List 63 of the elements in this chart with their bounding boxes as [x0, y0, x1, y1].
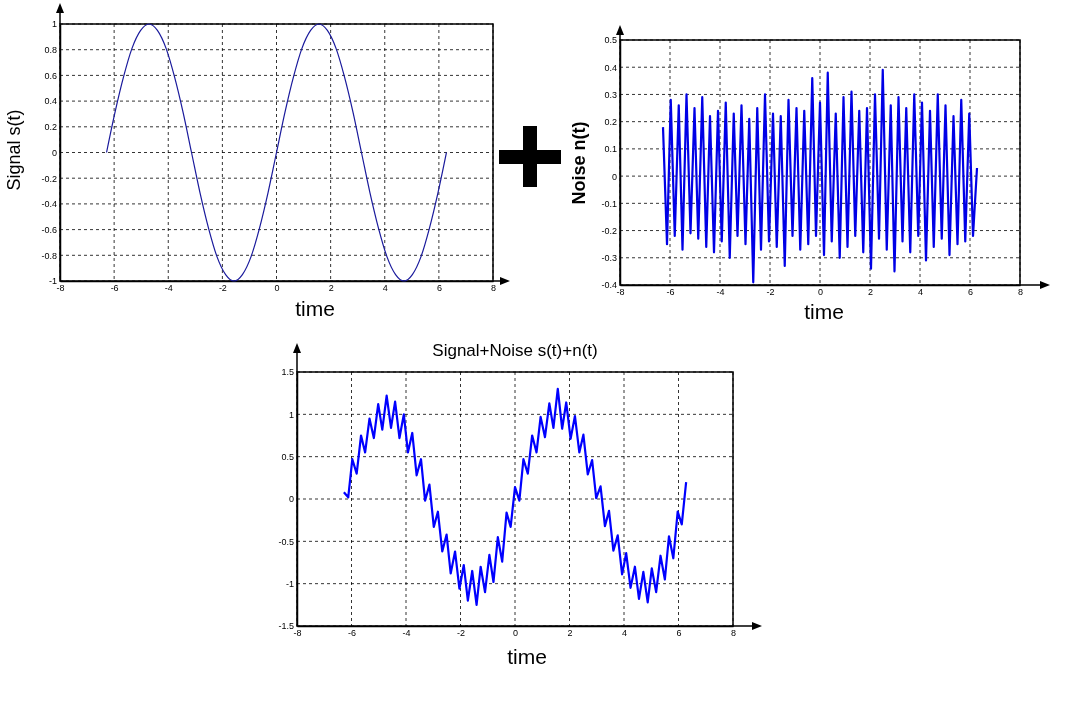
y-tick-label: -0.1 [601, 198, 617, 209]
y-tick-label: -0.8 [41, 250, 57, 261]
y-tick-label: 0.1 [604, 144, 617, 155]
y-tick-label: 1.5 [281, 367, 294, 378]
y-tick-label: -1 [285, 579, 294, 590]
x-tick-label: -4 [402, 628, 411, 639]
y-tick-label: 0.6 [44, 70, 57, 81]
y-tick-label: -0.3 [601, 253, 617, 264]
y-tick-label: -0.5 [278, 536, 294, 547]
x-tick-label: -8 [616, 287, 625, 298]
x-tick-label: 4 [917, 287, 924, 298]
x-tick-label: 2 [328, 283, 334, 294]
y-tick-label: 0.3 [604, 89, 617, 100]
y-tick-label: 0 [288, 494, 294, 505]
x-axis-title: time [804, 300, 844, 323]
y-tick-label: 0.5 [604, 35, 617, 46]
y-tick-label: 1 [51, 19, 57, 30]
y-tick-label: -1 [48, 276, 57, 287]
x-tick-label: -6 [666, 287, 675, 298]
x-tick-label: -8 [293, 628, 302, 639]
y-tick-label: 0.5 [281, 452, 294, 463]
y-tick-label: -0.2 [41, 173, 57, 184]
y-tick-label: -0.4 [601, 280, 617, 291]
x-tick-label: 4 [382, 283, 388, 294]
x-tick-label: 2 [567, 628, 573, 639]
line-series [661, 68, 979, 284]
x-tick-label: -2 [766, 287, 775, 298]
y-tick-label: 0 [611, 171, 617, 182]
x-tick-label: 0 [817, 287, 824, 298]
x-tick-label: -4 [164, 283, 173, 294]
y-tick-label: 0.2 [604, 117, 617, 128]
line-series [342, 387, 688, 606]
y-tick-label: -0.6 [41, 224, 57, 235]
y-tick-label: 0.4 [44, 96, 57, 107]
x-tick-label: 4 [621, 628, 628, 639]
y-tick-label: 0.2 [44, 122, 57, 133]
chart-title: Signal+Noise s(t)+n(t) [432, 341, 598, 360]
x-tick-label: 8 [1017, 287, 1024, 298]
x-tick-label: 8 [490, 283, 497, 294]
y-tick-label: 0.4 [604, 62, 617, 73]
y-axis-title: Noise n(t) [569, 121, 589, 205]
x-tick-label: -8 [56, 283, 65, 294]
x-tick-label: 6 [967, 287, 974, 298]
line-series [105, 23, 448, 282]
x-tick-label: 0 [512, 628, 519, 639]
x-tick-label: 2 [867, 287, 874, 298]
x-axis-title: time [507, 645, 547, 668]
y-tick-label: -1.5 [278, 621, 294, 632]
x-tick-label: -6 [110, 283, 119, 294]
y-tick-label: -0.2 [601, 225, 617, 236]
y-tick-label: -0.4 [41, 199, 57, 210]
x-tick-label: 6 [676, 628, 682, 639]
x-tick-label: 6 [436, 283, 442, 294]
x-tick-label: -4 [716, 287, 725, 298]
y-tick-label: 0 [51, 147, 57, 158]
x-tick-label: 8 [730, 628, 737, 639]
y-tick-label: 0.8 [44, 45, 57, 56]
x-tick-label: -2 [456, 628, 466, 639]
x-tick-label: -6 [347, 628, 357, 639]
y-axis-title: Signal s(t) [4, 109, 24, 191]
y-tick-label: 1 [288, 409, 294, 420]
x-axis-title: time [295, 297, 335, 320]
x-tick-label: -2 [218, 283, 227, 294]
